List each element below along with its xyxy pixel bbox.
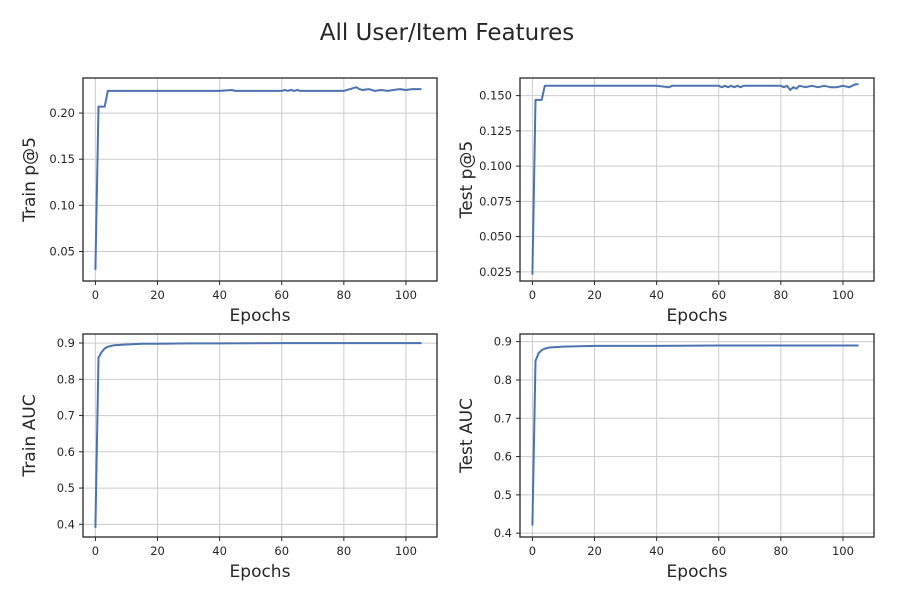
test-auc-ytick-label-3: 0.7: [494, 411, 512, 425]
train-auc-xtick-label-5: 100: [395, 544, 417, 558]
test-p5-series-line-0: [531, 83, 859, 275]
train-auc-ytick-label-0: 0.4: [57, 517, 75, 531]
test-p5-ytick-label-1: 0.050: [479, 230, 512, 244]
train-auc-series-line-0: [94, 342, 422, 528]
test-p5-ytick-label-2: 0.075: [479, 194, 512, 208]
test-auc-xtick-label-1: 20: [587, 544, 602, 558]
train-auc-panel: 0 20 40 60 80 100 0.4 0.5 0.6 0.7 0.8 0.9 Epochs Trai…: [20, 333, 438, 582]
train-auc-xtick-label-1: 20: [150, 544, 165, 558]
train-auc-axes-frame: [82, 333, 438, 538]
train-p5-panel: 0 20 40 60 80 100 0.05 0.10 0.15 0.20 Epochs Train …: [20, 77, 438, 326]
test-p5-xtick-label-1: 20: [587, 288, 602, 302]
test-auc-xtick-label-3: 60: [711, 544, 726, 558]
train-p5-xtick-label-0: 0: [92, 288, 99, 302]
test-auc-series-line-0: [531, 344, 859, 526]
test-p5-axes-frame: [519, 77, 875, 282]
test-auc-ytick-label-0: 0.4: [494, 526, 512, 540]
test-auc-axes-frame: [519, 333, 875, 538]
test-p5-xtick-label-4: 80: [774, 288, 789, 302]
train-auc-ylabel: Train AUC: [20, 394, 40, 477]
train-auc-ytick-label-2: 0.6: [57, 445, 75, 459]
test-auc-ytick-label-4: 0.8: [494, 373, 512, 387]
test-p5-ytick-label-4: 0.125: [479, 124, 512, 138]
train-p5-ytick-label-3: 0.20: [49, 106, 75, 120]
train-auc-ytick-label-3: 0.7: [57, 409, 75, 423]
train-auc-xlabel: Epochs: [230, 562, 291, 582]
train-p5-xtick-label-5: 100: [395, 288, 417, 302]
train-p5-axes-frame: [82, 77, 438, 282]
test-auc-ytick-label-5: 0.9: [494, 335, 512, 349]
train-auc-xtick-label-2: 40: [212, 544, 227, 558]
test-auc-xtick-label-4: 80: [774, 544, 789, 558]
test-p5-ytick-label-5: 0.150: [479, 89, 512, 103]
test-auc-panel: 0 20 40 60 80 100 0.4 0.5 0.6 0.7 0.8 0.9 Epochs Test…: [457, 333, 875, 582]
test-auc-xtick-label-2: 40: [649, 544, 664, 558]
test-auc-xtick-label-5: 100: [832, 544, 854, 558]
train-auc-xtick-label-4: 80: [337, 544, 352, 558]
test-p5-panel: 0 20 40 60 80 100 0.025 0.050 0.075 0.100 0.125 0.1…: [457, 77, 875, 326]
train-p5-series-line-0: [94, 86, 422, 270]
train-p5-xtick-label-4: 80: [337, 288, 352, 302]
test-auc-ytick-label-2: 0.6: [494, 450, 512, 464]
test-auc-ytick-label-1: 0.5: [494, 488, 512, 502]
test-auc-xtick-label-0: 0: [529, 544, 536, 558]
test-p5-xlabel: Epochs: [667, 306, 728, 326]
train-p5-xtick-label-3: 60: [274, 288, 289, 302]
figure-title: All User/Item Features: [320, 20, 575, 46]
train-p5-ytick-label-2: 0.15: [49, 152, 75, 166]
test-auc-xlabel: Epochs: [667, 562, 728, 582]
train-p5-xtick-label-1: 20: [150, 288, 165, 302]
train-p5-ytick-label-1: 0.10: [49, 198, 75, 212]
test-p5-ytick-label-0: 0.025: [479, 265, 512, 279]
test-p5-ytick-label-3: 0.100: [479, 159, 512, 173]
train-auc-xtick-label-3: 60: [274, 544, 289, 558]
train-auc-ytick-label-4: 0.8: [57, 372, 75, 386]
train-auc-ytick-label-5: 0.9: [57, 336, 75, 350]
train-auc-ytick-label-1: 0.5: [57, 481, 75, 495]
test-p5-xtick-label-2: 40: [649, 288, 664, 302]
test-p5-xtick-label-0: 0: [529, 288, 536, 302]
train-p5-xlabel: Epochs: [230, 306, 291, 326]
train-p5-ylabel: Train p@5: [20, 137, 40, 223]
test-p5-xtick-label-3: 60: [711, 288, 726, 302]
test-auc-ylabel: Test AUC: [457, 398, 477, 474]
test-p5-xtick-label-5: 100: [832, 288, 854, 302]
train-auc-xtick-label-0: 0: [92, 544, 99, 558]
test-p5-ylabel: Test p@5: [457, 141, 477, 220]
train-p5-ytick-label-0: 0.05: [49, 244, 75, 258]
train-p5-xtick-label-2: 40: [212, 288, 227, 302]
